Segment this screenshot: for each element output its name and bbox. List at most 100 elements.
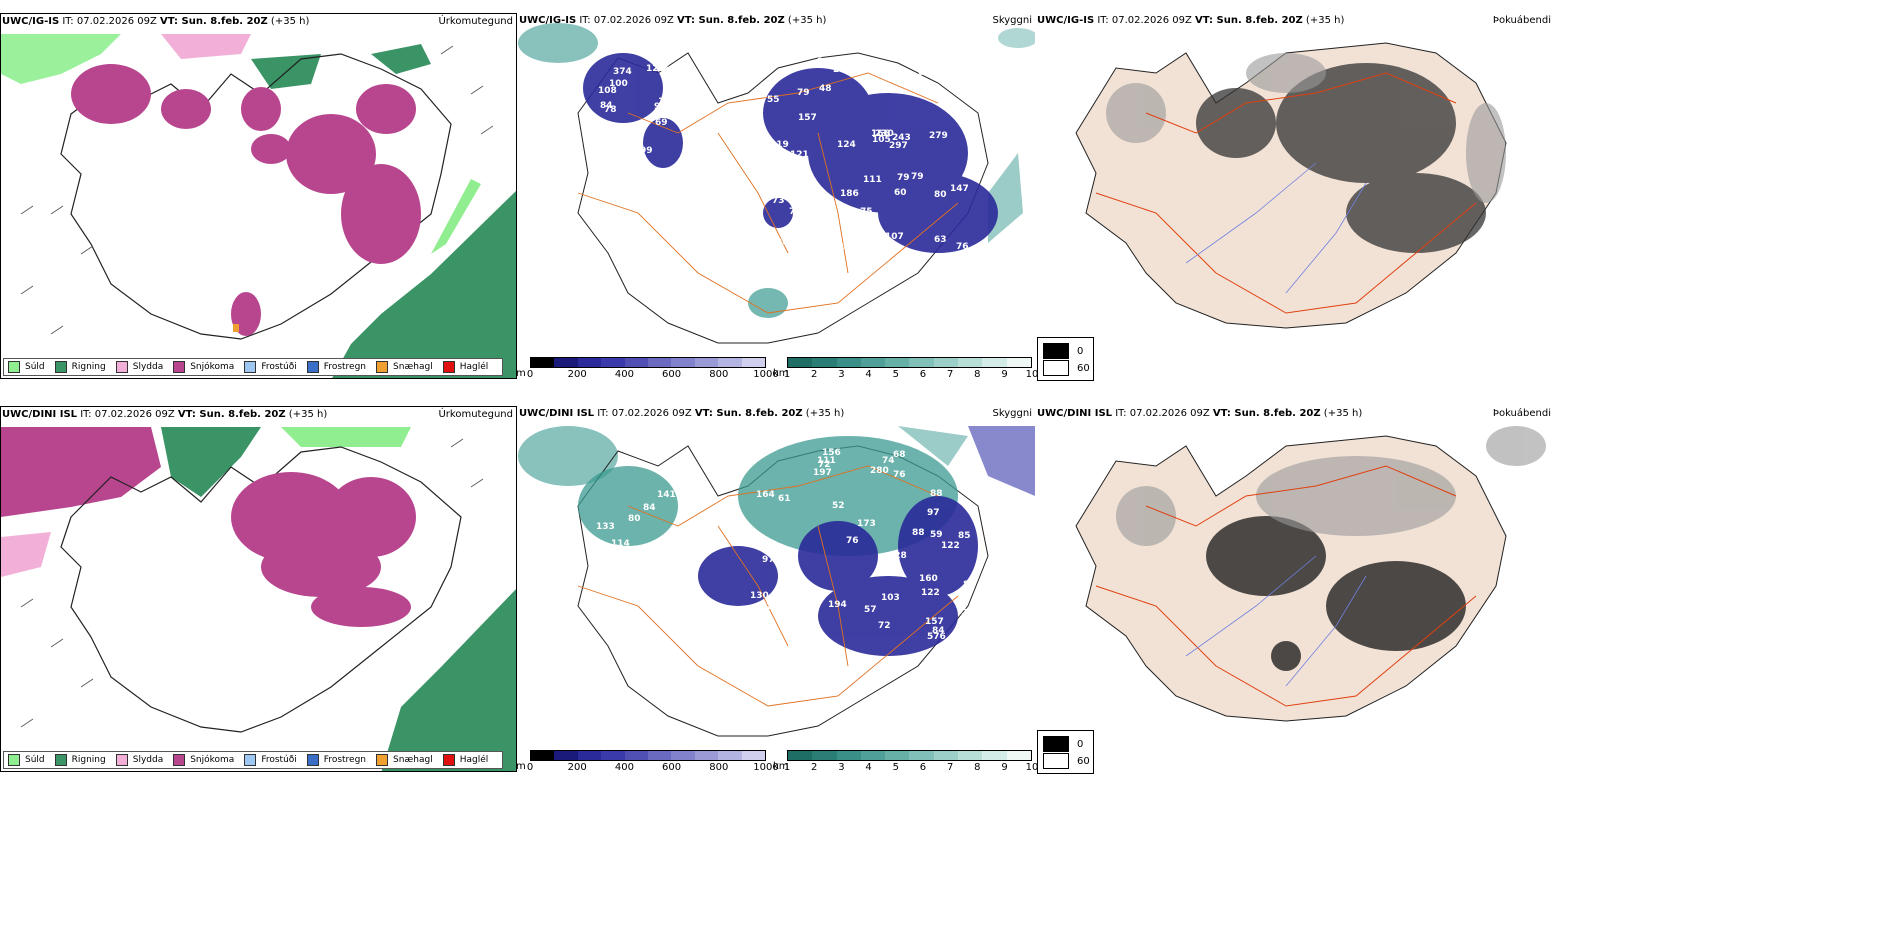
legend-swatch [244, 361, 257, 373]
legend-swatch [244, 754, 257, 766]
cloud-base-value: 164 [756, 490, 775, 500]
legend-swatch [442, 361, 455, 373]
cloud-base-value: 85 [958, 531, 971, 541]
cloud-base-value: 153 [956, 79, 975, 89]
cloud-base-value: 88 [912, 528, 925, 538]
cloud-base-value: 114 [611, 539, 630, 549]
cloud-base-value: 173 [954, 465, 973, 475]
cloud-base-value: 576 [927, 632, 946, 642]
legend-swatch [8, 361, 20, 373]
fog-map-bottom [1075, 426, 1546, 722]
cloud-labels-bottom: 5762651117252173701641731251011971579780… [596, 448, 991, 648]
fog-panel-bottom: UWC/DINI ISL IT: 07.02.2026 09Z VT: Sun.… [1036, 406, 1554, 772]
cloud-base-value: 108 [598, 86, 617, 96]
cloud-base-value: 862 [960, 65, 979, 75]
cloud-base-value: 157 [925, 617, 944, 627]
precip-header-top: UWC/IG-IS IT: 07.02.2026 09Z VT: Sun. 8.… [2, 16, 310, 27]
cloud-labels-top: 862 153 111 265 121 73 86 93 106 79 84 129 107 124 279… [598, 57, 991, 256]
cloud-base-value: 74 [882, 456, 895, 466]
cloud-base-value: 105 [872, 135, 891, 145]
cloud-base-value: 79 [897, 173, 910, 183]
cloud-base-value: 166 [871, 129, 890, 139]
cloud-base-value: 84 [600, 101, 613, 111]
cloud-base-value: 173 [857, 519, 876, 529]
cloud-base-value: 79 [911, 172, 924, 182]
cloud-base-value: 72 [818, 460, 831, 470]
cloud-base-value: 75 [860, 207, 873, 217]
cloud-base-value: 73 [789, 207, 802, 217]
cloud-base-value: 157 [798, 113, 817, 123]
fog-map-top [1075, 42, 1507, 329]
cloud-base-value: 63 [934, 235, 947, 245]
fog-header-top: UWC/IG-IS IT: 07.02.2026 09Z VT: Sun. 8.… [1037, 15, 1345, 26]
legend-item: Haglél [442, 754, 488, 766]
cloud-title-bottom: Skyggni [992, 408, 1032, 419]
cloud-base-value: 200 [833, 65, 852, 75]
cloud-base-value: 197 [813, 468, 832, 478]
cloud-base-value: 59 [930, 530, 943, 540]
cloud-base-value: 57 [864, 605, 877, 615]
cloud-base-value: 96 [654, 102, 667, 112]
cloud-base-value: 100 [609, 79, 628, 89]
legend-item: Súld [8, 754, 45, 766]
cloud-base-value: 99 [640, 146, 653, 156]
legend-swatch [442, 754, 455, 766]
precip-map-bottom [1, 427, 516, 771]
cloud-base-value: 147 [950, 184, 969, 194]
precip-legend-bottom: Súld Rigning Slydda Snjókoma Frostúði Fr… [3, 751, 504, 769]
cloud-base-value: 160 [919, 574, 938, 584]
cloudbase-ticks: 0 200 400 600 800 1000 [526, 762, 779, 773]
cloud-base-value: 55 [767, 95, 780, 105]
cloud-base-value: 243 [892, 133, 911, 143]
visibility-unit: km [773, 368, 789, 379]
visibility-unit: km [773, 761, 789, 772]
cloud-base-value: 86 [657, 64, 670, 74]
legend-swatch [306, 361, 319, 373]
legend-swatch [376, 754, 389, 766]
cloud-base-value: 48 [819, 84, 832, 94]
cloud-base-value: 80 [934, 190, 947, 200]
legend-item: Frostúði [244, 361, 297, 373]
cloud-base-value: 84 [932, 626, 945, 636]
cloud-base-value: 107 [885, 232, 904, 242]
fog-swatch-light [1043, 360, 1069, 376]
cloud-base-value: 265 [776, 238, 795, 248]
legend-swatch [173, 754, 186, 766]
cloud-base-value: 265 [961, 608, 980, 618]
visibility-ticks: 1 2 3 4 5 6 7 8 9 10 [783, 762, 1039, 773]
legend-item: Snjókoma [173, 754, 234, 766]
precip-header-bottom: UWC/DINI ISL IT: 07.02.2026 09Z VT: Sun.… [2, 409, 328, 420]
legend-item: Snæhagl [376, 361, 433, 373]
cloud-base-value: 76 [893, 470, 906, 480]
cloud-base-value: 91 [968, 637, 981, 647]
cloud-base-value: 155 [795, 606, 814, 616]
cloudbase-colorbar-top: m 0 200 400 600 800 1000 [516, 357, 779, 381]
legend-swatch [115, 754, 128, 766]
cloud-base-value: 125 [646, 64, 665, 74]
visibility-colorbar-bar [787, 750, 1032, 761]
cloud-base-value: 106 [791, 162, 810, 172]
cloud-base-value: 105 [864, 246, 883, 256]
cloud-base-value: 72 [878, 621, 891, 631]
legend-swatch [54, 361, 67, 373]
legend-swatch [54, 754, 67, 766]
cloud-base-value: 122 [941, 541, 960, 551]
cloud-base-value: 374 [613, 67, 632, 77]
cloud-base-value: 186 [840, 189, 859, 199]
cloud-header-bottom: UWC/DINI ISL IT: 07.02.2026 09Z VT: Sun.… [519, 408, 845, 419]
legend-item: Snæhagl [376, 754, 433, 766]
cloud-base-value: 61 [778, 494, 791, 504]
cloud-base-value: 82 [963, 580, 976, 590]
cloud-base-value: 124 [837, 140, 856, 150]
legend-item: Slydda [115, 361, 163, 373]
cloud-header-top: UWC/IG-IS IT: 07.02.2026 09Z VT: Sun. 8.… [519, 15, 827, 26]
precip-title-top: Úrkomutegund [438, 16, 513, 27]
legend-swatch [115, 361, 128, 373]
cloud-base-value: 156 [822, 448, 841, 458]
cloud-base-value: 125 [760, 602, 779, 612]
cloud-base-value: 77 [816, 638, 829, 648]
cloud-base-value: 78 [604, 105, 617, 115]
cloud-base-value: 122 [921, 588, 940, 598]
cloud-base-value: 101 [601, 544, 620, 554]
cloud-base-value: 103 [881, 593, 900, 603]
